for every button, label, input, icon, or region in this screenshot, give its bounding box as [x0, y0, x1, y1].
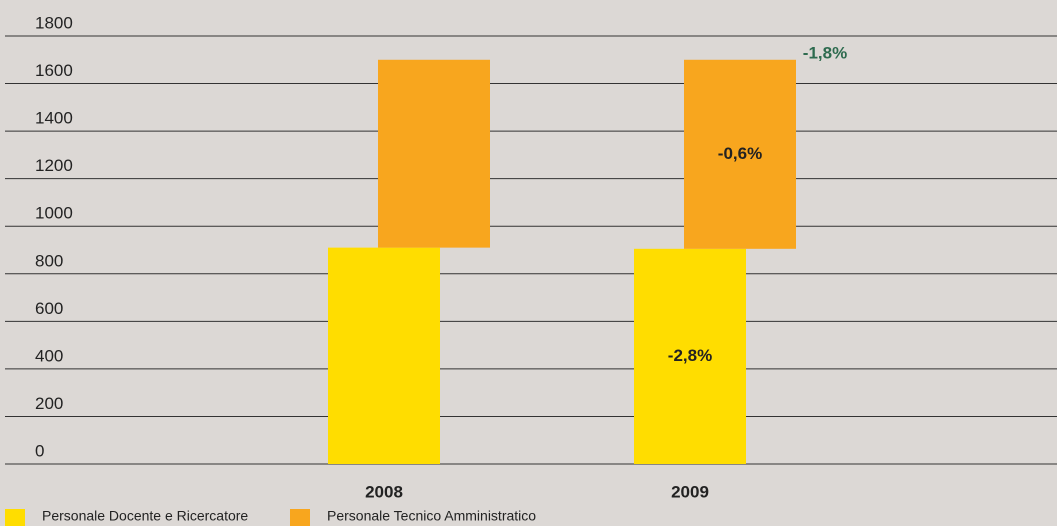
- y-tick-label: 0: [35, 441, 44, 460]
- y-tick-label: 1600: [35, 61, 73, 80]
- legend-label: Personale Tecnico Amministratico: [327, 508, 536, 524]
- annotation: -1,8%: [803, 43, 847, 62]
- bar: [684, 59, 796, 249]
- bar: [634, 248, 746, 464]
- bar: [328, 247, 440, 464]
- y-tick-label: 1000: [35, 204, 73, 223]
- bar: [378, 59, 490, 248]
- y-tick-label: 1400: [35, 109, 73, 128]
- x-tick-label: 2009: [671, 482, 709, 501]
- y-tick-label: 800: [35, 251, 63, 270]
- legend-swatch: [5, 509, 25, 526]
- y-tick-label: 400: [35, 346, 63, 365]
- y-tick-label: 1800: [35, 13, 73, 32]
- y-tick-label: 1200: [35, 156, 73, 175]
- y-tick-label: 600: [35, 299, 63, 318]
- legend-swatch: [290, 509, 310, 526]
- y-tick-label: 200: [35, 394, 63, 413]
- x-tick-label: 2008: [365, 482, 403, 501]
- annotation: -2,8%: [668, 346, 712, 365]
- annotation: -0,6%: [718, 144, 762, 163]
- legend-label: Personale Docente e Ricercatore: [42, 508, 248, 524]
